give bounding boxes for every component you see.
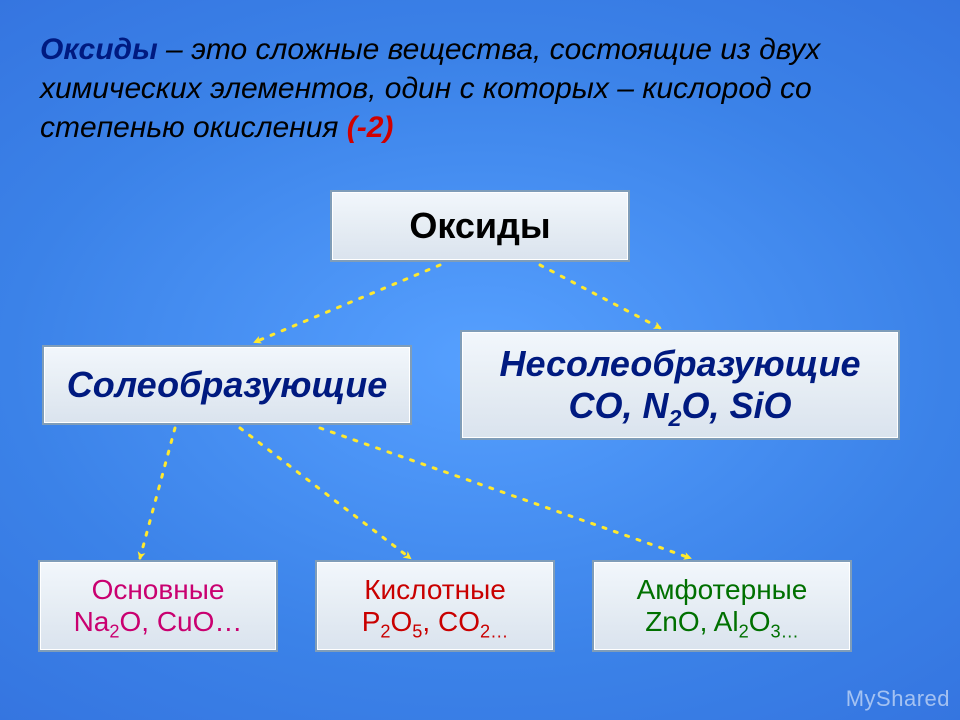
node-basic-oxides: Основные Na2O, CuO… (38, 560, 278, 652)
node-amphoteric-formula: ZnO, Al2O3… (645, 606, 799, 638)
node-amphoteric-oxides: Амфотерные ZnO, Al2O3… (592, 560, 852, 652)
definition-text: Оксиды – это сложные вещества, состоящие… (40, 30, 920, 147)
node-nonsalt-line1: Несолеобразующие (500, 343, 861, 385)
definition-oxidation: (-2) (347, 111, 394, 144)
node-acidic-line1: Кислотные (364, 574, 506, 606)
node-amphoteric-line1: Амфотерные (637, 574, 808, 606)
node-acidic-oxides: Кислотные P2O5, CO2… (315, 560, 555, 652)
definition-body: – это сложные вещества, состоящие из дву… (40, 33, 820, 144)
node-acidic-formula: P2O5, CO2… (362, 606, 509, 638)
node-salt-forming: Солеобразующие (42, 345, 412, 425)
node-basic-line1: Основные (92, 574, 225, 606)
node-non-salt-forming: Несолеобразующие CO, N2O, SiO (460, 330, 900, 440)
node-oxides-root: Оксиды (330, 190, 630, 262)
node-basic-formula: Na2O, CuO… (74, 606, 243, 638)
watermark: MyShared (846, 686, 950, 712)
node-root-label: Оксиды (409, 205, 550, 247)
node-salt-label: Солеобразующие (67, 364, 387, 406)
definition-term: Оксиды (40, 33, 158, 66)
node-nonsalt-formula: CO, N2O, SiO (568, 385, 791, 427)
